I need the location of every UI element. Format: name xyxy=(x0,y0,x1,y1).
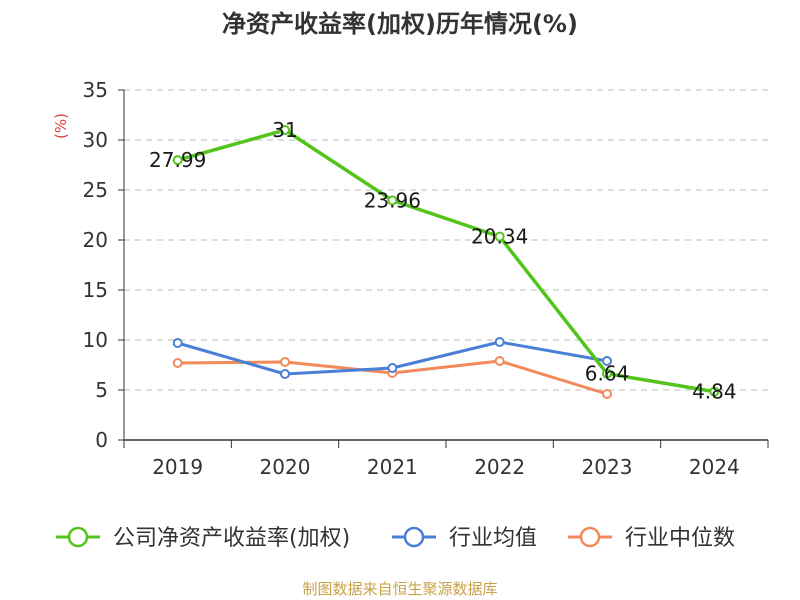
legend-label: 行业中位数 xyxy=(625,526,735,551)
data-label: 4.84 xyxy=(692,380,737,404)
legend-item[interactable]: 公司净资产收益率(加权) xyxy=(56,526,350,551)
data-point xyxy=(280,125,290,135)
series-0 xyxy=(172,125,720,397)
legend-label: 行业均值 xyxy=(449,526,537,551)
legend-item[interactable]: 行业均值 xyxy=(392,526,537,551)
x-tick-label: 2023 xyxy=(582,455,633,479)
x-tick-label: 2020 xyxy=(260,455,311,479)
data-point xyxy=(280,357,290,367)
y-tick-label: 30 xyxy=(83,128,108,152)
data-point xyxy=(172,338,183,348)
legend-marker xyxy=(403,526,425,548)
source-note: 制图数据来自恒生聚源数据库 xyxy=(302,580,497,598)
data-label: 31 xyxy=(272,118,297,142)
y-tick-label: 10 xyxy=(83,328,108,352)
y-tick-label: 35 xyxy=(83,78,108,102)
data-point xyxy=(172,358,183,368)
y-tick-label: 0 xyxy=(95,428,108,452)
data-point xyxy=(494,337,505,347)
legend-marker xyxy=(67,526,89,548)
data-point xyxy=(602,368,612,379)
data-label: 27.99 xyxy=(149,148,206,172)
data-point xyxy=(602,356,612,366)
y-tick-label: 25 xyxy=(83,178,108,202)
data-point xyxy=(709,386,720,397)
data-point xyxy=(387,363,398,373)
y-axis-label: (%) xyxy=(52,113,70,139)
data-point xyxy=(172,155,183,166)
data-point xyxy=(602,389,612,399)
x-tick-label: 2024 xyxy=(689,455,740,479)
legend-item[interactable]: 行业中位数 xyxy=(568,526,735,551)
data-label: 6.64 xyxy=(585,362,630,386)
x-tick-label: 2022 xyxy=(474,455,525,479)
legend-label: 公司净资产收益率(加权) xyxy=(113,526,350,551)
data-point xyxy=(387,195,398,206)
data-point xyxy=(494,231,505,242)
data-label: 20.34 xyxy=(471,225,528,249)
data-point xyxy=(280,369,290,379)
data-point xyxy=(494,356,505,366)
y-tick-label: 15 xyxy=(83,278,108,302)
x-tick-label: 2019 xyxy=(152,455,203,479)
series-line xyxy=(177,128,715,394)
chart-title: 净资产收益率(加权)历年情况(%) xyxy=(222,10,578,38)
y-tick-label: 20 xyxy=(83,228,108,252)
data-label: 23.96 xyxy=(364,188,421,212)
y-tick-label: 5 xyxy=(95,378,108,402)
x-tick-label: 2021 xyxy=(367,455,418,479)
legend-marker xyxy=(579,526,601,548)
series-1 xyxy=(172,337,612,379)
